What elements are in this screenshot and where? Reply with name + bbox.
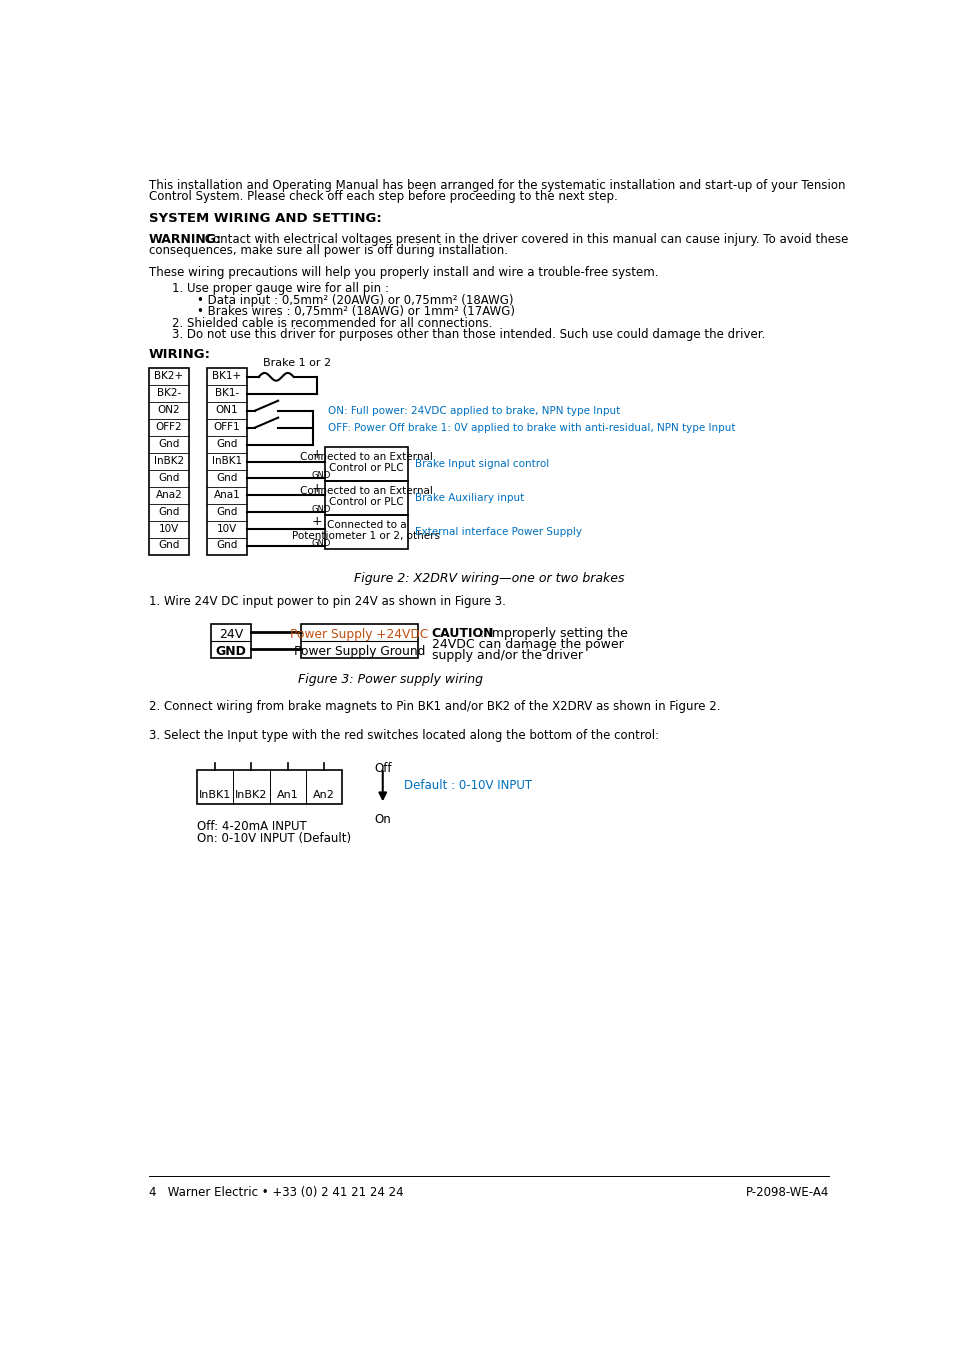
Bar (211, 624, 251, 657)
Text: • Data input : 0,5mm² (20AWG) or 0,75mm² (18AWG): • Data input : 0,5mm² (20AWG) or 0,75mm²… (196, 294, 513, 306)
Text: supply and/or the driver: supply and/or the driver (431, 648, 582, 662)
Bar (196, 769, 342, 805)
Text: 10V: 10V (158, 524, 179, 533)
Text: 24V: 24V (218, 628, 243, 641)
Text: ON1: ON1 (215, 405, 238, 414)
Bar (207, 369, 247, 555)
Text: Control System. Please check off each step before proceeding to the next step.: Control System. Please check off each st… (149, 190, 617, 204)
Text: Control or PLC: Control or PLC (329, 497, 403, 508)
Text: • Brakes wires : 0,75mm² (18AWG) or 1mm² (17AWG): • Brakes wires : 0,75mm² (18AWG) or 1mm²… (196, 305, 515, 319)
Text: Potentiometer 1 or 2, others: Potentiometer 1 or 2, others (293, 531, 440, 541)
Text: P-2098-WE-A4: P-2098-WE-A4 (745, 1187, 828, 1199)
Text: An1: An1 (276, 790, 298, 801)
Text: OFF: Power Off brake 1: 0V applied to brake with anti-residual, NPN type Input: OFF: Power Off brake 1: 0V applied to br… (328, 423, 735, 433)
Bar (324, 447, 408, 481)
Bar (301, 624, 417, 657)
Text: This installation and Operating Manual has been arranged for the systematic inst: This installation and Operating Manual h… (149, 180, 844, 192)
Text: Contact with electrical voltages present in the driver covered in this manual ca: Contact with electrical voltages present… (200, 232, 847, 246)
Text: InBK1: InBK1 (212, 456, 242, 466)
Text: 1. Wire 24V DC input power to pin 24V as shown in Figure 3.: 1. Wire 24V DC input power to pin 24V as… (149, 595, 505, 608)
Text: GND: GND (311, 539, 330, 548)
Text: These wiring precautions will help you properly install and wire a trouble-free : These wiring precautions will help you p… (149, 266, 658, 279)
Text: CAUTION: CAUTION (431, 628, 494, 640)
Text: Gnd: Gnd (216, 439, 237, 448)
Text: On: 0-10V INPUT (Default): On: 0-10V INPUT (Default) (196, 832, 351, 845)
Text: Connected to an External: Connected to an External (300, 452, 433, 462)
Text: BK1-: BK1- (214, 387, 239, 398)
Text: 4   Warner Electric • +33 (0) 2 41 21 24 24: 4 Warner Electric • +33 (0) 2 41 21 24 2… (149, 1187, 403, 1199)
Text: OFF1: OFF1 (213, 423, 240, 432)
Text: GND: GND (311, 505, 330, 513)
Text: 3. Do not use this driver for purposes other than those intended. Such use could: 3. Do not use this driver for purposes o… (172, 328, 764, 342)
Text: Power Supply Ground: Power Supply Ground (294, 645, 425, 657)
Text: +: + (312, 516, 322, 528)
Text: Connected to a: Connected to a (326, 520, 406, 531)
Text: Brake 1 or 2: Brake 1 or 2 (262, 358, 331, 367)
Text: Ana2: Ana2 (155, 490, 182, 500)
Text: Figure 3: Power supply wiring: Figure 3: Power supply wiring (297, 674, 482, 686)
Text: Power Supply +24VDC: Power Supply +24VDC (290, 628, 428, 641)
Text: Brake Input signal control: Brake Input signal control (415, 459, 548, 468)
Text: +: + (312, 482, 322, 494)
Text: WARNING:: WARNING: (149, 232, 221, 246)
Text: 3. Select the Input type with the red switches located along the bottom of the c: 3. Select the Input type with the red sw… (149, 729, 659, 742)
Text: Off: 4-20mA INPUT: Off: 4-20mA INPUT (196, 819, 306, 833)
Text: Ana1: Ana1 (213, 490, 240, 500)
Text: On: On (374, 814, 391, 826)
Text: Gnd: Gnd (216, 540, 237, 551)
Text: OFF2: OFF2 (155, 423, 182, 432)
Text: Gnd: Gnd (216, 472, 237, 483)
Text: InBK1: InBK1 (198, 790, 231, 801)
Text: consequences, make sure all power is off during installation.: consequences, make sure all power is off… (149, 244, 507, 258)
Text: InBK2: InBK2 (235, 790, 267, 801)
Text: 24VDC can damage the power: 24VDC can damage the power (431, 637, 622, 651)
Text: Off: Off (374, 761, 391, 775)
Text: BK2-: BK2- (156, 387, 181, 398)
Bar (149, 369, 189, 555)
Text: Gnd: Gnd (216, 506, 237, 517)
Text: Gnd: Gnd (158, 472, 179, 483)
Text: Brake Auxiliary input: Brake Auxiliary input (415, 493, 523, 502)
Text: 1. Use proper gauge wire for all pin :: 1. Use proper gauge wire for all pin : (172, 282, 389, 296)
Text: SYSTEM WIRING AND SETTING:: SYSTEM WIRING AND SETTING: (149, 212, 381, 225)
Text: : Improperly setting the: : Improperly setting the (479, 628, 627, 640)
Text: Gnd: Gnd (158, 439, 179, 448)
Text: External interface Power Supply: External interface Power Supply (415, 526, 581, 536)
Text: 2. Connect wiring from brake magnets to Pin BK1 and/or BK2 of the X2DRV as shown: 2. Connect wiring from brake magnets to … (149, 701, 720, 713)
Text: Gnd: Gnd (158, 540, 179, 551)
Text: +: + (312, 448, 322, 460)
Text: GND: GND (311, 471, 330, 479)
Text: GND: GND (215, 645, 246, 657)
Bar (324, 514, 408, 548)
Text: Figure 2: X2DRV wiring—one or two brakes: Figure 2: X2DRV wiring—one or two brakes (354, 571, 623, 585)
Text: ON2: ON2 (157, 405, 180, 414)
Bar (324, 481, 408, 514)
Text: Control or PLC: Control or PLC (329, 463, 403, 472)
Text: BK2+: BK2+ (154, 371, 183, 381)
Text: Connected to an External: Connected to an External (300, 486, 433, 497)
Text: 2. Shielded cable is recommended for all connections.: 2. Shielded cable is recommended for all… (172, 317, 492, 329)
Text: ON: Full power: 24VDC applied to brake, NPN type Input: ON: Full power: 24VDC applied to brake, … (328, 406, 620, 416)
Text: WIRING:: WIRING: (149, 348, 211, 362)
Text: Gnd: Gnd (158, 506, 179, 517)
Text: Default : 0-10V INPUT: Default : 0-10V INPUT (404, 779, 532, 791)
Text: 10V: 10V (216, 524, 237, 533)
Text: InBK2: InBK2 (153, 456, 184, 466)
Text: An2: An2 (313, 790, 335, 801)
Text: BK1+: BK1+ (213, 371, 241, 381)
